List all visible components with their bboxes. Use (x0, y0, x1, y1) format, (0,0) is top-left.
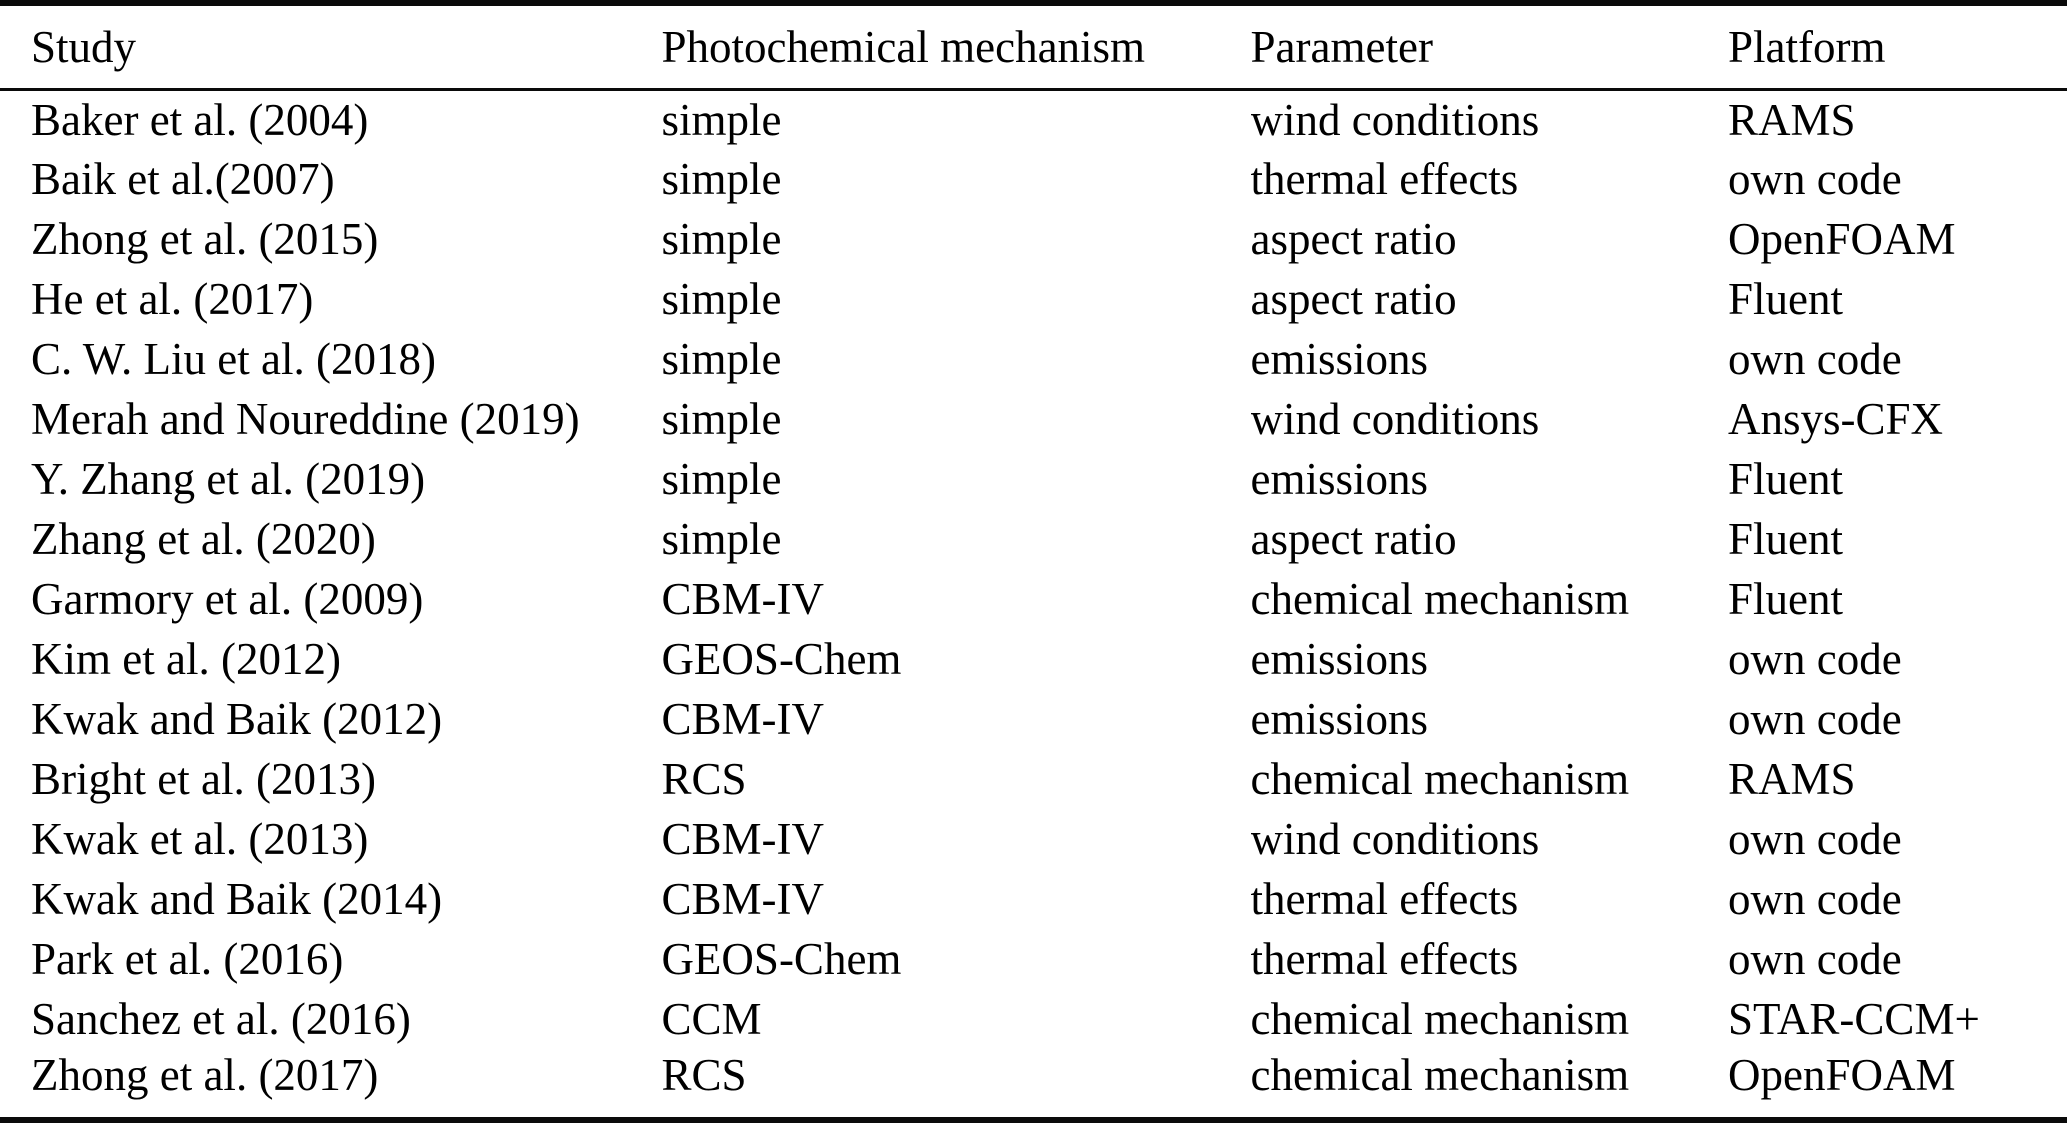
cell-study: Bright et al. (2013) (31, 754, 376, 804)
cell-study: Zhong et al. (2015) (31, 214, 379, 264)
cell-platform: RAMS (1728, 754, 1856, 804)
cell-parameter: thermal effects (1250, 154, 1519, 204)
cell-parameter: emissions (1250, 334, 1429, 384)
table-row: C. W. Liu et al. (2018) simple emissions… (0, 329, 2067, 389)
cell-platform: STAR-CCM+ (1728, 994, 1980, 1044)
cell-parameter: wind conditions (1250, 94, 1540, 145)
cell-platform: own code (1728, 934, 1902, 984)
cell-parameter: emissions (1250, 454, 1429, 504)
cell-mechanism: GEOS-Chem (661, 634, 902, 684)
table-row: Kwak and Baik (2012) CBM-IV emissions ow… (0, 689, 2067, 749)
cell-study: He et al. (2017) (31, 274, 314, 324)
cell-mechanism: simple (661, 334, 782, 384)
cell-parameter: emissions (1250, 634, 1429, 684)
cell-mechanism: GEOS-Chem (661, 934, 902, 984)
cell-mechanism: simple (661, 274, 782, 324)
table-body: Baker et al. (2004) simple wind conditio… (0, 89, 2067, 1120)
cell-parameter: aspect ratio (1250, 514, 1457, 564)
cell-study: Baik et al.(2007) (31, 154, 335, 204)
table-row: Zhang et al. (2020) simple aspect ratio … (0, 509, 2067, 569)
cell-platform: OpenFOAM (1728, 214, 1956, 264)
cell-study: Kwak and Baik (2014) (31, 874, 443, 924)
cell-platform: own code (1728, 154, 1902, 204)
cell-parameter: chemical mechanism (1250, 994, 1630, 1044)
cell-platform: own code (1728, 694, 1902, 744)
cell-platform: Fluent (1728, 574, 1844, 624)
cell-platform: Fluent (1728, 514, 1844, 564)
column-header-platform: Platform (1728, 21, 1886, 72)
table-row: Y. Zhang et al. (2019) simple emissions … (0, 449, 2067, 509)
column-header-mechanism: Photochemical mechanism (661, 21, 1146, 72)
cell-parameter: emissions (1250, 694, 1429, 744)
cell-study: Sanchez et al. (2016) (31, 994, 411, 1044)
cell-platform: Fluent (1728, 454, 1844, 504)
table-header: Study Photochemical mechanism Parameter … (0, 3, 2067, 89)
cell-study: Baker et al. (2004) (31, 94, 369, 145)
cell-parameter: thermal effects (1250, 934, 1519, 984)
cell-mechanism: simple (661, 514, 782, 564)
cell-study: Park et al. (2016) (31, 934, 344, 984)
cell-mechanism: simple (661, 454, 782, 504)
cell-mechanism: CCM (661, 994, 762, 1044)
table-row: Baik et al.(2007) simple thermal effects… (0, 149, 2067, 209)
column-header-study: Study (31, 21, 137, 72)
cell-parameter: thermal effects (1250, 874, 1519, 924)
cell-platform: RAMS (1728, 94, 1856, 145)
header-row: Study Photochemical mechanism Parameter … (0, 3, 2067, 89)
cell-parameter: wind conditions (1250, 394, 1540, 444)
cell-parameter: chemical mechanism (1250, 1050, 1630, 1100)
table-row: Sanchez et al. (2016) CCM chemical mecha… (0, 989, 2067, 1049)
cell-study: Y. Zhang et al. (2019) (31, 454, 426, 504)
cell-platform: own code (1728, 634, 1902, 684)
table-row: Merah and Noureddine (2019) simple wind … (0, 389, 2067, 449)
cell-mechanism: simple (661, 94, 782, 145)
table-row: Garmory et al. (2009) CBM-IV chemical me… (0, 569, 2067, 629)
cell-mechanism: simple (661, 154, 782, 204)
column-header-parameter: Parameter (1250, 21, 1433, 72)
table-row: Zhong et al. (2015) simple aspect ratio … (0, 209, 2067, 269)
cell-platform: Ansys-CFX (1728, 394, 1944, 444)
cell-platform: own code (1728, 814, 1902, 864)
cell-mechanism: CBM-IV (661, 574, 824, 624)
table-row: Park et al. (2016) GEOS-Chem thermal eff… (0, 929, 2067, 989)
cell-parameter: chemical mechanism (1250, 754, 1630, 804)
cell-parameter: chemical mechanism (1250, 574, 1630, 624)
cell-mechanism: CBM-IV (661, 814, 824, 864)
cell-platform: OpenFOAM (1728, 1050, 1956, 1100)
cell-mechanism: simple (661, 394, 782, 444)
cell-study: Kwak et al. (2013) (31, 814, 369, 864)
table-row: Kwak and Baik (2014) CBM-IV thermal effe… (0, 869, 2067, 929)
cell-study: Garmory et al. (2009) (31, 574, 424, 624)
cell-mechanism: CBM-IV (661, 694, 824, 744)
table-row: Kwak et al. (2013) CBM-IV wind condition… (0, 809, 2067, 869)
cell-study: Kwak and Baik (2012) (31, 694, 443, 744)
table-row: Baker et al. (2004) simple wind conditio… (0, 89, 2067, 149)
table-row: Bright et al. (2013) RCS chemical mechan… (0, 749, 2067, 809)
table-row: Zhong et al. (2017) RCS chemical mechani… (0, 1049, 2067, 1120)
cell-platform: Fluent (1728, 274, 1844, 324)
cell-study: C. W. Liu et al. (2018) (31, 334, 436, 384)
cell-platform: own code (1728, 334, 1902, 384)
cell-platform: own code (1728, 874, 1902, 924)
cell-parameter: aspect ratio (1250, 274, 1457, 324)
cell-parameter: wind conditions (1250, 814, 1540, 864)
cell-mechanism: RCS (661, 1050, 747, 1100)
cell-parameter: aspect ratio (1250, 214, 1457, 264)
table-row: Kim et al. (2012) GEOS-Chem emissions ow… (0, 629, 2067, 689)
cell-mechanism: RCS (661, 754, 747, 804)
cell-mechanism: CBM-IV (661, 874, 824, 924)
cell-study: Merah and Noureddine (2019) (31, 394, 580, 444)
cell-mechanism: simple (661, 214, 782, 264)
table-row: He et al. (2017) simple aspect ratio Flu… (0, 269, 2067, 329)
cell-study: Zhong et al. (2017) (31, 1050, 379, 1100)
cell-study: Kim et al. (2012) (31, 634, 341, 684)
cell-study: Zhang et al. (2020) (31, 514, 376, 564)
